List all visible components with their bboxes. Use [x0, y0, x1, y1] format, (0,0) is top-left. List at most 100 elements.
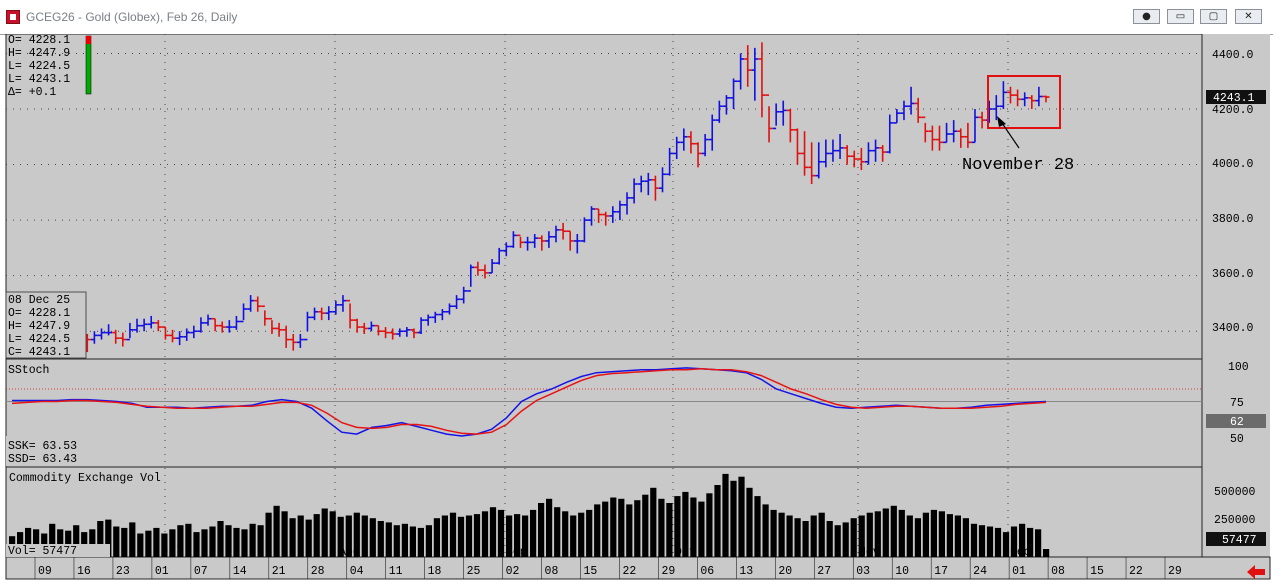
price-bar: [701, 134, 709, 157]
ohlc-top-line: L= 4224.5: [8, 60, 70, 73]
chart-svg[interactable]: O= 4228.1 H= 4247.9 L= 4224.5 L= 4243.1 …: [0, 33, 1273, 583]
month-label: Jul: [162, 546, 183, 559]
volume-bar: [642, 494, 649, 557]
date-axis: 09 16 23 01 07 14 21 28 04 11 18 25 02 08 15 22 29 06 13 20…: [34, 546, 1182, 579]
price-bar: [772, 103, 780, 130]
price-bar: [424, 314, 432, 326]
volume-bar: [962, 518, 969, 557]
price-bar: [289, 334, 297, 351]
scroll-right-arrow-icon[interactable]: [1247, 565, 1265, 579]
price-bar: [240, 303, 248, 323]
price-axis-labels: 4400.0 4200.0 4000.0 3800.0 3600.0 3400.…: [1212, 49, 1254, 335]
price-bar: [318, 307, 326, 321]
volume-bar: [618, 498, 625, 557]
price-bar: [474, 261, 482, 276]
price-bar: [531, 234, 539, 248]
ohlc-top-line: O= 4228.1: [8, 34, 70, 47]
volume-bar: [1027, 527, 1034, 557]
title-bar: GCEG26 - Gold (Globex), Feb 26, Daily ● …: [0, 0, 1273, 35]
price-bar: [964, 122, 972, 148]
change-gauge-top: [86, 36, 91, 44]
volume-bar: [329, 511, 336, 557]
price-current-tag: [1206, 90, 1266, 104]
price-bar: [879, 145, 887, 162]
volume-bar: [882, 508, 889, 557]
volume-bar: [377, 521, 384, 557]
stoch-tick: 50: [1230, 433, 1244, 446]
minimize-button[interactable]: ▭: [1167, 9, 1194, 24]
volume-bar: [994, 527, 1002, 557]
price-bar: [872, 139, 880, 162]
price-bar: [978, 111, 986, 129]
volume-bar: [546, 498, 553, 557]
price-bar: [332, 300, 340, 315]
stoch-current-value: 62: [1230, 416, 1244, 429]
price-bar: [999, 81, 1007, 109]
volume-bar: [1002, 532, 1010, 557]
price-bar: [197, 317, 205, 333]
stoch-current-tag: [1206, 414, 1266, 428]
price-bar: [900, 100, 908, 121]
chart-area[interactable]: O= 4228.1 H= 4247.9 L= 4224.5 L= 4243.1 …: [0, 33, 1273, 583]
maximize-button[interactable]: ▢: [1200, 9, 1227, 24]
price-bar: [460, 286, 468, 304]
volume-bar: [489, 507, 497, 557]
volume-bar: [738, 476, 745, 557]
volume-bar: [129, 522, 136, 557]
date-label: 23: [116, 565, 130, 578]
volume-bar: [954, 515, 961, 557]
volume-bar: [145, 530, 152, 557]
price-bar: [808, 142, 816, 184]
date-label: 16: [77, 565, 91, 578]
volume-bar: [73, 525, 80, 557]
price-bar: [744, 45, 752, 87]
price-bar: [360, 322, 368, 334]
stoch-title: SStoch: [8, 364, 49, 377]
volume-bar: [506, 515, 513, 557]
price-bar: [453, 295, 461, 309]
stoch-panel: [5, 358, 1203, 468]
price-bar: [971, 109, 979, 144]
month-label: Sep: [506, 546, 527, 559]
volume-bar: [666, 503, 673, 557]
volume-bar: [353, 512, 360, 557]
volume-title: Commodity Exchange Vol: [9, 472, 161, 485]
price-bar: [651, 175, 659, 201]
price-bar: [786, 109, 794, 143]
record-button[interactable]: ●: [1133, 9, 1160, 24]
price-bar: [538, 235, 546, 251]
volume-bar: [690, 497, 697, 557]
close-button[interactable]: ✕: [1235, 9, 1262, 24]
price-bar: [928, 125, 936, 151]
price-bar: [254, 296, 262, 312]
price-bar: [176, 331, 184, 346]
volume-bar: [602, 501, 609, 557]
price-bar: [445, 303, 453, 315]
volume-bar: [233, 527, 240, 557]
ohlc-top-line: Δ= +0.1: [8, 86, 56, 99]
price-bar: [105, 324, 113, 336]
price-bar: [829, 139, 837, 162]
price-bar: [488, 259, 496, 274]
volume-bar: [938, 511, 945, 557]
price-bar: [126, 322, 134, 341]
price-bar: [644, 172, 652, 196]
ohlc-box-line: C= 4243.1: [8, 346, 70, 359]
price-bar: [1014, 89, 1022, 107]
price-bar: [864, 142, 872, 165]
price-bar: [722, 95, 730, 115]
volume-bar: [762, 504, 769, 557]
volume-bar: [385, 522, 392, 557]
volume-bar: [730, 480, 737, 557]
volume-bar: [241, 529, 248, 557]
price-bar: [481, 264, 489, 279]
volume-bar: [113, 526, 120, 557]
volume-bar: [682, 491, 689, 557]
volume-bar: [169, 529, 176, 557]
ohlc-box-lines: 08 Dec 25 O= 4228.1 H= 4247.9 L= 4224.5 …: [8, 294, 70, 359]
stoch-readout-box: [6, 436, 106, 466]
volume-bar: [650, 487, 657, 557]
price-bar: [225, 320, 233, 333]
volume-bar: [634, 500, 641, 557]
volume-current-value: 57477: [1222, 534, 1257, 547]
